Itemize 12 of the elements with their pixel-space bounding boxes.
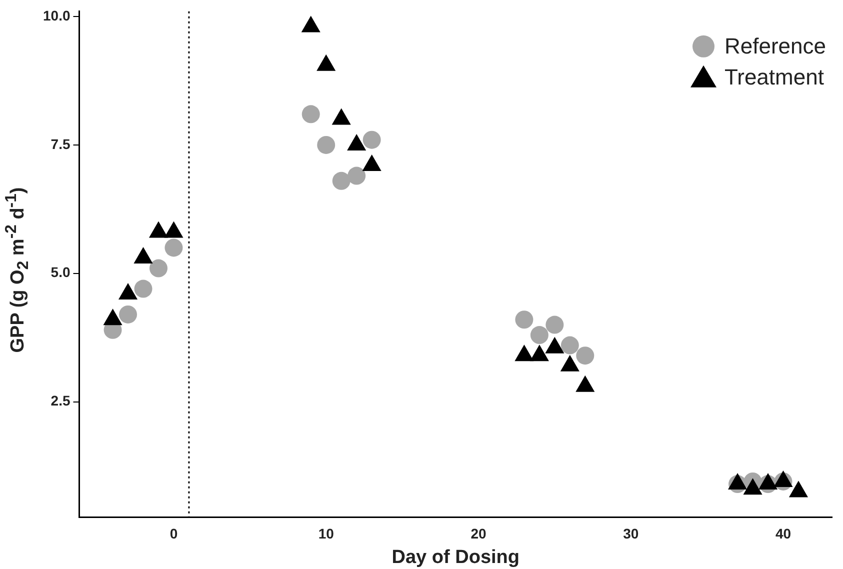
y-tick-label: 2.5 [50,392,70,409]
legend-label: Reference [724,33,826,58]
x-tick-label: 40 [775,526,792,542]
x-tick-label: 20 [470,526,486,542]
y-tick-label: 7.5 [50,136,70,152]
x-tick-label: 30 [623,526,639,542]
x-tick-label: 0 [170,526,178,542]
y-tick-label: 10.0 [43,7,70,24]
y-tick-label: 5.0 [50,264,70,280]
x-axis-title: Day of Dosing [392,546,520,568]
x-tick-label: 10 [318,526,334,542]
legend-label: Treatment [724,64,824,90]
